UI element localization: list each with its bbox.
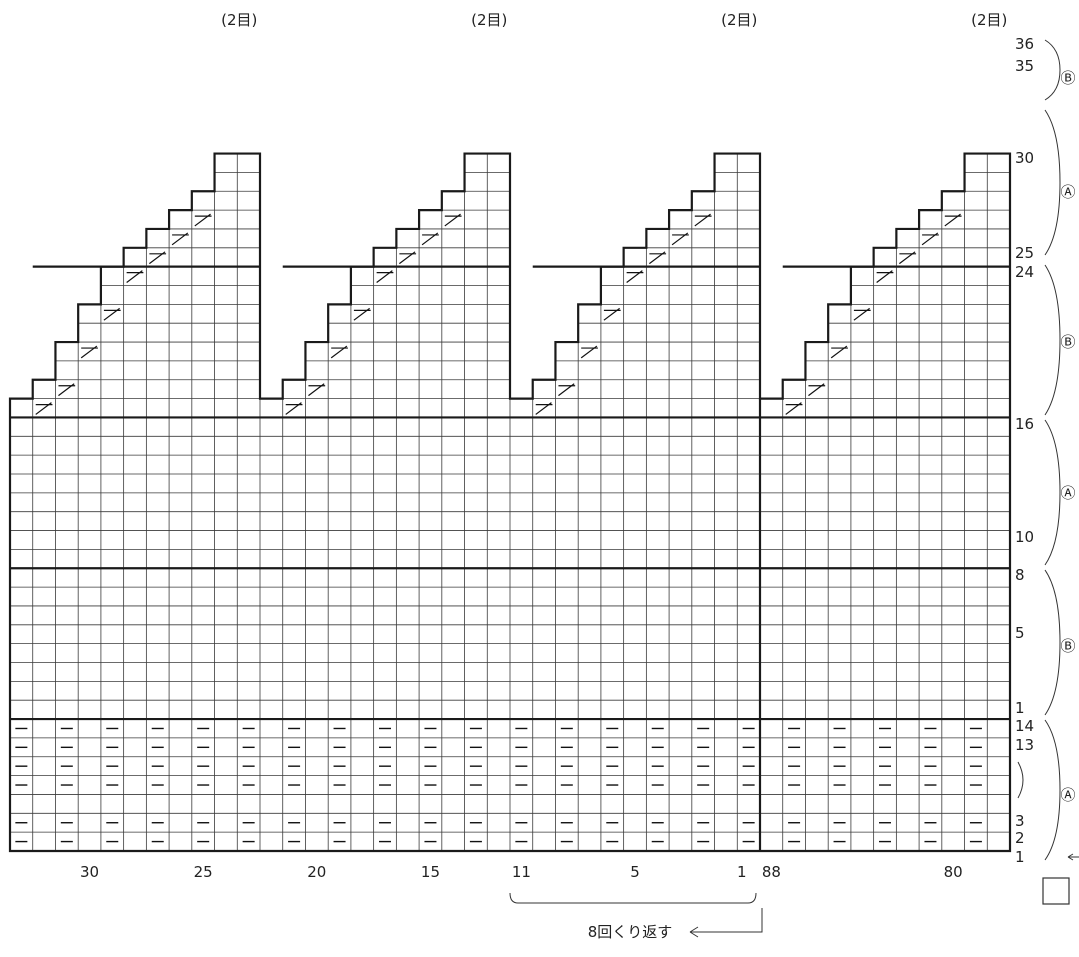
row-number: 16 <box>1015 415 1034 433</box>
top-label-2me: (2目) <box>721 11 757 29</box>
decrease-symbol <box>444 213 462 227</box>
section-label: Ⓑ <box>1060 637 1075 655</box>
repeat-bracket <box>509 892 757 904</box>
repeat-note: 8回くり返す <box>588 923 673 941</box>
decrease-symbol <box>876 270 894 283</box>
decrease-symbol <box>103 307 121 321</box>
direction-arrow-icon <box>1067 853 1079 861</box>
section-label: Ⓐ <box>1060 786 1075 804</box>
row-number: 24 <box>1015 263 1034 281</box>
row-number: 36 <box>1015 35 1034 53</box>
top-label-2me: (2目) <box>471 11 507 29</box>
section-label: Ⓐ <box>1060 183 1075 201</box>
decrease-symbol <box>35 402 53 415</box>
section-bracket <box>1044 419 1061 566</box>
decrease-symbol <box>830 345 848 359</box>
row-number: 2 <box>1015 829 1025 847</box>
row-number: 5 <box>1015 624 1025 642</box>
row-number: 25 <box>1015 244 1034 262</box>
section-bracket <box>1044 719 1061 861</box>
decrease-symbol <box>626 270 644 283</box>
decrease-symbol <box>558 383 576 397</box>
decrease-symbol <box>171 232 189 246</box>
decrease-symbol <box>603 307 621 321</box>
decrease-marks <box>35 213 962 415</box>
decrease-symbol <box>285 402 303 415</box>
chart-outline <box>8 152 1012 853</box>
row-number: 30 <box>1015 149 1034 167</box>
decrease-symbol <box>649 251 667 265</box>
column-number: 25 <box>194 863 213 881</box>
legend-knit-square <box>1042 877 1070 905</box>
column-number: 30 <box>80 863 99 881</box>
row-number: 1 <box>1015 848 1025 866</box>
decrease-symbol <box>694 213 712 227</box>
decrease-symbol <box>376 270 394 283</box>
decrease-symbol <box>399 251 417 265</box>
decrease-symbol <box>308 383 326 397</box>
decrease-symbol <box>421 232 439 246</box>
decrease-symbol <box>580 345 598 359</box>
decrease-symbol <box>899 251 917 265</box>
decrease-symbol <box>149 251 167 265</box>
decrease-symbol <box>353 307 371 321</box>
top-label-2me: (2目) <box>971 11 1007 29</box>
section-bracket <box>1044 109 1061 256</box>
top-label-2me: (2目) <box>221 11 257 29</box>
column-number: 20 <box>307 863 326 881</box>
column-number: 88 <box>762 863 781 881</box>
decrease-symbol <box>921 232 939 246</box>
decrease-symbol <box>330 345 348 359</box>
column-number: 80 <box>944 863 963 881</box>
column-number: 5 <box>630 863 640 881</box>
row-number: 1 <box>1015 699 1025 717</box>
column-number: 1 <box>737 863 747 881</box>
decrease-symbol <box>80 345 98 359</box>
decrease-symbol <box>785 402 803 415</box>
row-number: 35 <box>1015 57 1034 75</box>
decrease-symbol <box>671 232 689 246</box>
column-number: 15 <box>421 863 440 881</box>
section-bracket <box>1044 264 1061 416</box>
decrease-symbol <box>58 383 76 397</box>
row-number: 14 <box>1015 717 1034 735</box>
section-bracket <box>1044 569 1061 716</box>
section-label: Ⓐ <box>1060 484 1075 502</box>
section-bracket <box>1044 39 1061 101</box>
row-number: 10 <box>1015 528 1034 546</box>
repeat-arrow-head <box>689 926 699 938</box>
row-skip-mark <box>1017 761 1024 799</box>
purl-marks <box>15 727 982 843</box>
decrease-symbol <box>944 213 962 227</box>
row-number: 3 <box>1015 812 1025 830</box>
decrease-symbol <box>535 402 553 415</box>
decrease-symbol <box>126 270 144 283</box>
column-number: 11 <box>512 863 531 881</box>
row-number: 13 <box>1015 736 1034 754</box>
section-label: Ⓑ <box>1060 333 1075 351</box>
row-number: 8 <box>1015 566 1025 584</box>
decrease-symbol <box>808 383 826 397</box>
decrease-symbol <box>853 307 871 321</box>
section-label: Ⓑ <box>1060 69 1075 87</box>
repeat-arrow-line <box>690 908 763 933</box>
decrease-symbol <box>194 213 212 227</box>
